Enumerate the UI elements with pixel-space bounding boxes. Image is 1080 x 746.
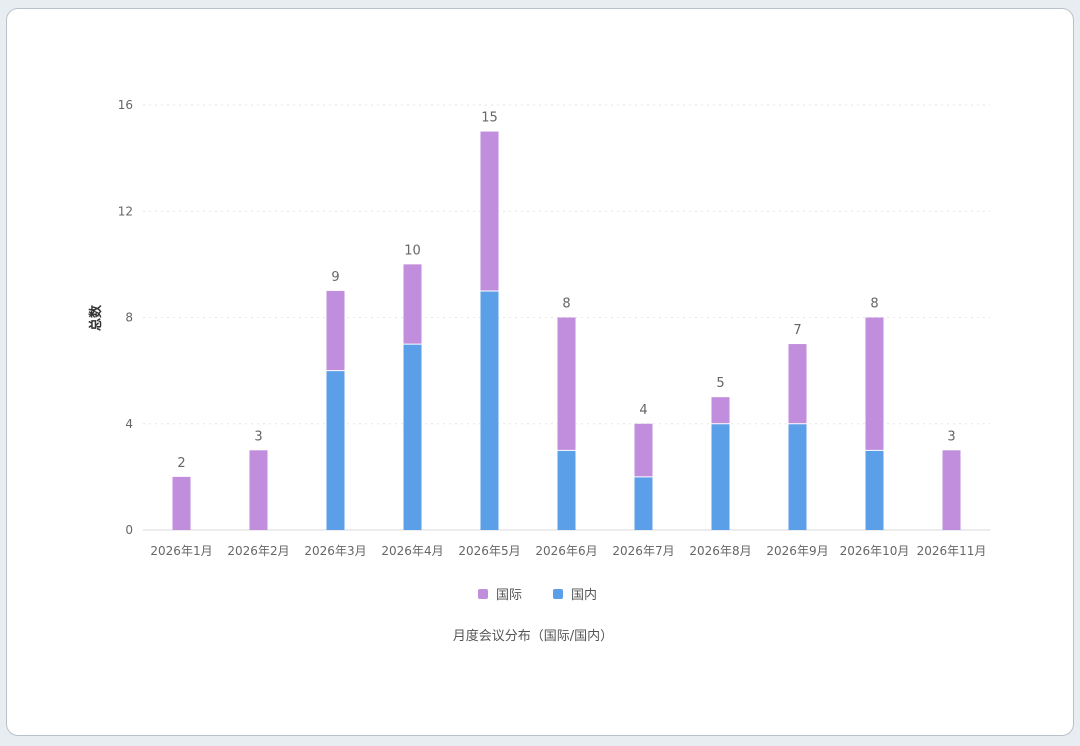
- y-axis-label: 总数: [88, 304, 104, 331]
- y-axis-ticks: 0 4 8 12 16: [118, 98, 133, 537]
- bar-segment-international[interactable]: [788, 344, 807, 424]
- bar-segment-domestic[interactable]: [865, 450, 884, 530]
- y-tick-label: 12: [118, 204, 133, 218]
- y-tick-label: 0: [125, 523, 133, 537]
- bar-segment-international[interactable]: [942, 450, 961, 530]
- y-tick-label: 16: [118, 98, 133, 112]
- bar-total-label: 15: [481, 111, 498, 126]
- bar-total-label: 8: [562, 297, 570, 312]
- total-labels: 2 3 9 10 15 8 4 5 7 8 3: [177, 111, 955, 471]
- bar-segment-international[interactable]: [249, 450, 268, 530]
- x-tick-label: 2026年10月: [840, 544, 910, 558]
- y-tick-label: 8: [125, 311, 133, 325]
- x-tick-label: 2026年6月: [535, 544, 597, 558]
- y-tick-label: 4: [125, 417, 133, 431]
- x-tick-label: 2026年3月: [304, 544, 366, 558]
- x-tick-label: 2026年1月: [150, 544, 212, 558]
- chart-card: [6, 8, 1074, 736]
- bar-segment-international[interactable]: [634, 423, 653, 477]
- x-tick-label: 2026年7月: [612, 544, 674, 558]
- bar-total-label: 4: [639, 403, 647, 418]
- bar-total-label: 9: [331, 270, 339, 285]
- legend-item-international[interactable]: 国际: [478, 588, 522, 603]
- legend-label: 国内: [571, 587, 597, 603]
- legend-label: 国际: [496, 588, 522, 603]
- bar-segment-international[interactable]: [557, 317, 576, 451]
- bar-segment-international[interactable]: [172, 476, 191, 530]
- bars: [172, 131, 961, 530]
- chart-title: 月度会议分布（国际/国内）: [453, 628, 613, 644]
- bar-segment-international[interactable]: [326, 290, 345, 371]
- bar-segment-international[interactable]: [711, 397, 730, 424]
- legend-item-domestic[interactable]: 国内: [553, 587, 597, 603]
- bar-segment-international[interactable]: [865, 317, 884, 451]
- bar-segment-domestic[interactable]: [634, 476, 653, 530]
- bar-total-label: 5: [716, 376, 724, 391]
- x-axis-ticks: 2026年1月 2026年2月 2026年3月 2026年4月 2026年5月 2026年…: [150, 544, 986, 558]
- bar-segment-international[interactable]: [403, 264, 422, 345]
- legend-swatch: [553, 589, 563, 599]
- bar-total-label: 3: [254, 429, 262, 444]
- legend-swatch: [478, 589, 488, 599]
- legend: 国际 国内: [478, 587, 597, 603]
- bar-segment-domestic[interactable]: [711, 423, 730, 530]
- bar-total-label: 10: [404, 243, 421, 258]
- bar-total-label: 7: [793, 323, 801, 338]
- x-tick-label: 2026年4月: [381, 544, 443, 558]
- bar-segment-domestic[interactable]: [403, 344, 422, 530]
- bar-segment-domestic[interactable]: [480, 290, 499, 530]
- x-tick-label: 2026年8月: [689, 544, 751, 558]
- bar-segment-domestic[interactable]: [788, 423, 807, 530]
- x-tick-label: 2026年2月: [227, 544, 289, 558]
- bar-segment-domestic[interactable]: [557, 450, 576, 530]
- bar-segment-international[interactable]: [480, 131, 499, 291]
- bar-total-label: 8: [870, 297, 878, 312]
- bar-segment-domestic[interactable]: [326, 370, 345, 530]
- x-tick-label: 2026年11月: [917, 544, 987, 558]
- bar-total-label: 2: [177, 456, 185, 471]
- bar-total-label: 3: [947, 429, 955, 444]
- x-tick-label: 2026年5月: [458, 544, 520, 558]
- x-tick-label: 2026年9月: [766, 544, 828, 558]
